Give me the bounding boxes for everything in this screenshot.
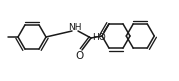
Text: NH: NH (68, 23, 82, 32)
Text: O: O (76, 51, 84, 61)
Text: HO: HO (92, 33, 106, 42)
